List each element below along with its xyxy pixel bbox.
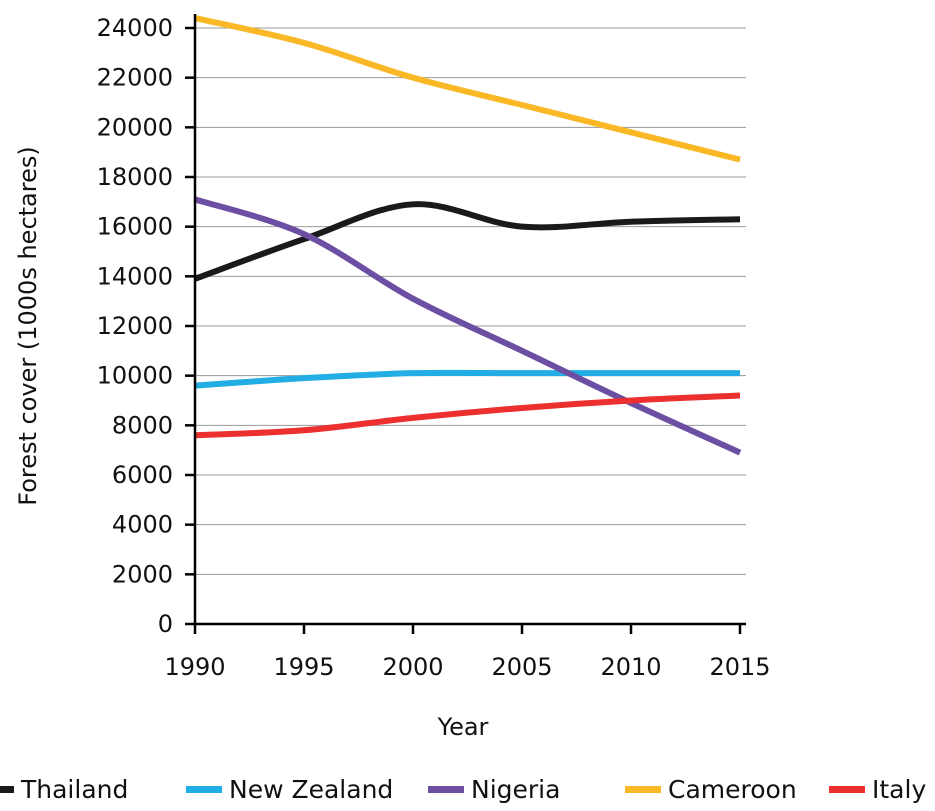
- series-line-new-zealand: [194, 369, 740, 389]
- y-tick-label: 2000: [112, 560, 173, 588]
- legend: Thailand New Zealand Nigeria Cameroon Italy: [0, 775, 926, 804]
- y-tick-label: 14000: [97, 262, 173, 290]
- series-line-italy: [194, 392, 741, 439]
- x-tick-label: 1995: [273, 653, 334, 681]
- axes: [193, 14, 746, 626]
- y-tick-label: 24000: [97, 14, 173, 42]
- series-line-nigeria: [194, 196, 742, 456]
- x-axis-ticks: 1990 1995 2000 2005 2010 2015: [164, 624, 771, 681]
- legend-swatch-cameroon: [625, 786, 661, 793]
- legend-label-new-zealand: New Zealand: [229, 775, 393, 804]
- series-line-thailand: [193, 201, 741, 282]
- y-axis-title: Forest cover (1000s hectares): [14, 146, 42, 505]
- legend-swatch-italy: [829, 786, 865, 793]
- y-tick-label: 6000: [112, 461, 173, 489]
- gridlines: [195, 27, 746, 575]
- y-tick-label: 10000: [97, 362, 173, 390]
- y-tick-label: 20000: [97, 113, 173, 141]
- y-tick-label: 16000: [97, 213, 173, 241]
- series-lines: [193, 15, 742, 456]
- legend-swatch-nigeria: [428, 786, 464, 793]
- y-tick-label: 0: [158, 610, 173, 638]
- x-tick-label: 2010: [600, 653, 661, 681]
- x-tick-label: 2000: [382, 653, 443, 681]
- y-tick-label: 22000: [97, 64, 173, 92]
- x-tick-label: 2005: [491, 653, 552, 681]
- y-tick-label: 18000: [97, 163, 173, 191]
- legend-swatch-thailand: [0, 786, 14, 793]
- legend-label-nigeria: Nigeria: [471, 775, 560, 804]
- y-tick-label: 12000: [97, 312, 173, 340]
- y-axis-ticks: 0 2000 4000 6000 8000 10000 12000 14000 16000 180…: [97, 14, 195, 638]
- x-tick-label: 1990: [164, 653, 225, 681]
- x-tick-label: 2015: [709, 653, 770, 681]
- legend-swatch-new-zealand: [186, 786, 222, 793]
- y-tick-label: 4000: [112, 511, 173, 539]
- y-tick-label: 8000: [112, 411, 173, 439]
- legend-label-italy: Italy: [872, 775, 926, 804]
- series-line-cameroon: [194, 15, 741, 163]
- legend-label-thailand: Thailand: [20, 775, 128, 804]
- x-axis-title: Year: [437, 713, 489, 741]
- legend-label-cameroon: Cameroon: [668, 775, 797, 804]
